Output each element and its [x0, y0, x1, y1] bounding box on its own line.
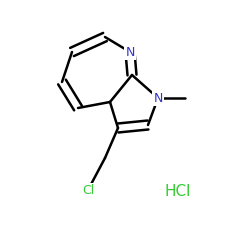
Text: Cl: Cl — [82, 184, 94, 196]
Text: N: N — [153, 92, 163, 104]
Text: N: N — [125, 46, 135, 59]
Text: HCl: HCl — [165, 184, 191, 200]
